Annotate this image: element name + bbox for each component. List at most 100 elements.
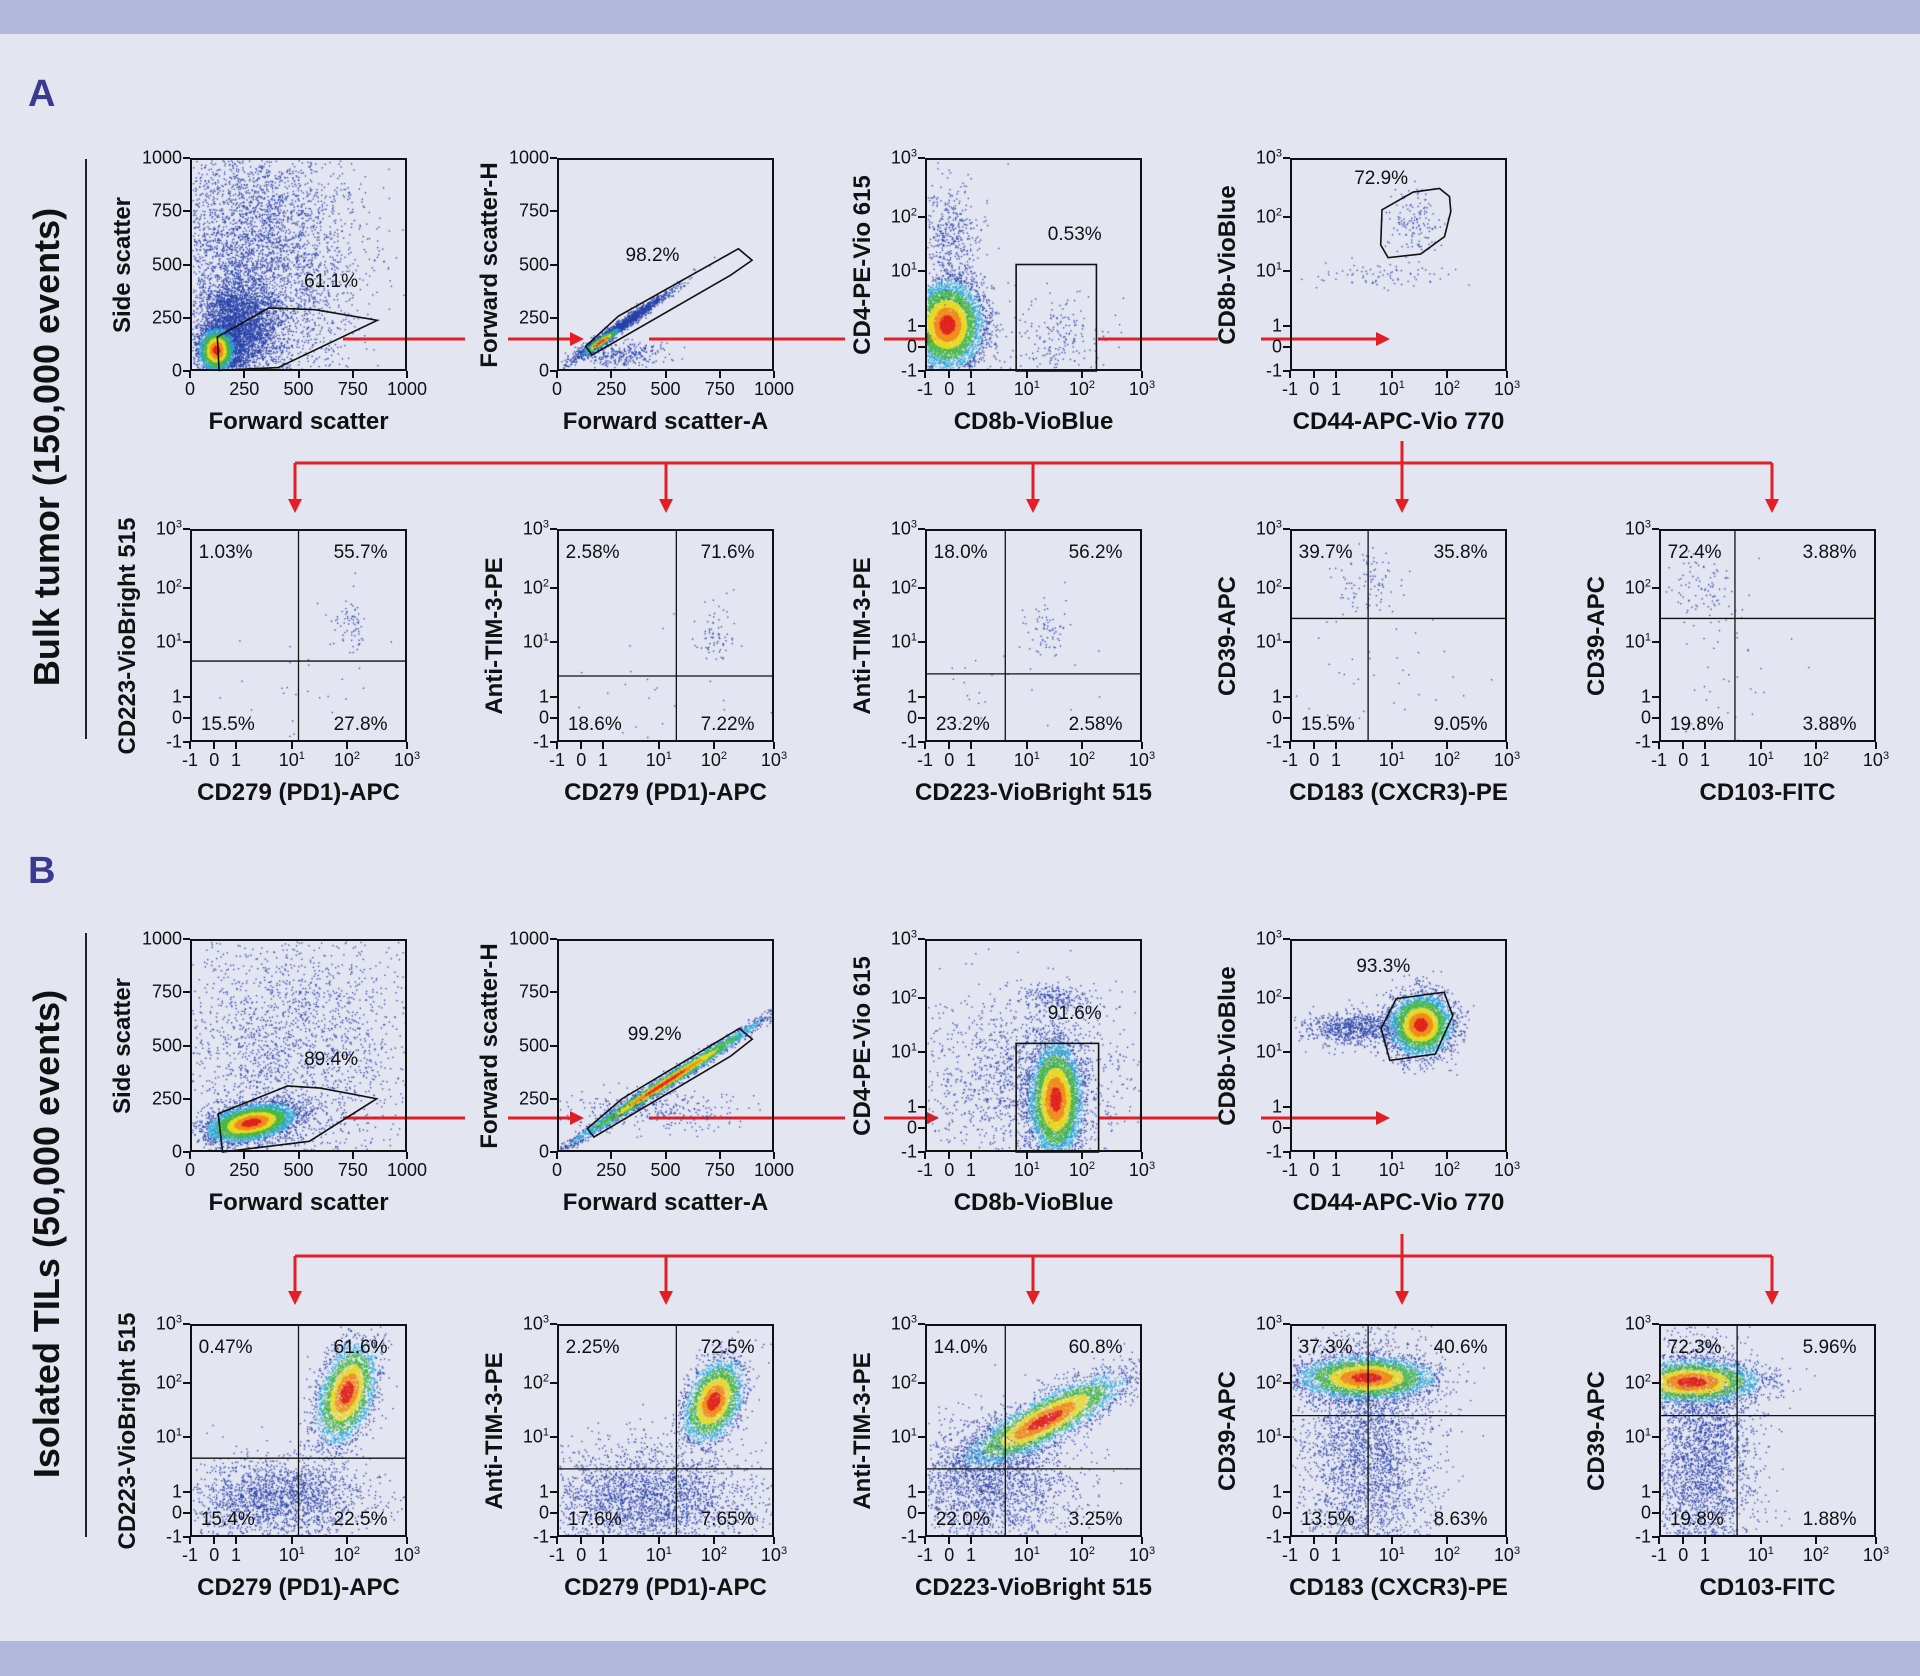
y-tick-mark: [183, 1097, 190, 1100]
x-tick-mark: [1445, 371, 1448, 378]
event-density-cloud: [1290, 529, 1507, 742]
y-tick-mark: [183, 1151, 190, 1153]
gate-overlay: [557, 1324, 774, 1537]
quadrant-pct-bottom-left: 15.5%: [200, 713, 255, 735]
y-tick-mark: [550, 316, 557, 319]
quadrant-pct-top-right: 3.88%: [1802, 541, 1857, 563]
quadrant-pct-top-left: 72.3%: [1667, 1336, 1722, 1358]
y-tick-label: 1: [1271, 315, 1282, 336]
y-tick-label: 103: [890, 518, 917, 539]
y-tick-mark: [1283, 1051, 1290, 1054]
y-tick-label: 101: [890, 1426, 917, 1447]
quadrant-pct-top-right: 60.8%: [1068, 1336, 1123, 1358]
x-tick-label: 0: [1678, 750, 1689, 770]
y-tick-mark: [1283, 346, 1290, 349]
x-tick-mark: [1445, 1537, 1448, 1544]
flow-plot: 91.6% -1 0 1 101 102 103 -1 0 1 101 102 103 CD8b-VioB…: [849, 929, 1155, 1217]
gate-overlay: [557, 529, 774, 742]
y-tick-mark: [1283, 1512, 1290, 1515]
x-tick-mark: [924, 371, 926, 378]
x-tick-mark: [1390, 1537, 1393, 1544]
x-tick-mark: [664, 371, 667, 378]
x-tick-label: 101: [645, 750, 672, 770]
y-tick-mark: [1283, 270, 1290, 273]
y-axis-label: Anti-TIM-3-PE: [481, 556, 508, 715]
y-tick-mark: [1283, 157, 1290, 159]
x-tick-mark: [1025, 371, 1028, 378]
x-tick-label: 103: [1493, 379, 1521, 399]
x-tick-label: 750: [337, 379, 368, 399]
y-tick-label: 1: [1271, 686, 1282, 707]
y-tick-mark: [550, 263, 557, 266]
x-axis-label: Forward scatter-A: [562, 1189, 769, 1216]
x-tick-label: 101: [645, 1545, 672, 1565]
y-tick-label: 1: [906, 1481, 917, 1502]
arrow-head-down-icon: [1026, 499, 1040, 513]
arrow-head-down-icon: [1765, 1291, 1779, 1305]
y-tick-label: 101: [890, 631, 917, 652]
y-tick-label: 102: [1624, 1372, 1651, 1393]
x-axis-label: CD8b-VioBlue: [953, 1189, 1114, 1216]
y-tick-label: 1: [1271, 1481, 1282, 1502]
y-tick-mark: [918, 717, 925, 720]
quadrant-pct-top-right: 55.7%: [333, 541, 388, 563]
polygon-gate[interactable]: [584, 247, 754, 357]
quadrant-pct-top-right: 56.2%: [1068, 541, 1123, 563]
y-tick-label: 103: [890, 147, 917, 168]
x-tick-label: 1: [1330, 1545, 1342, 1565]
quadrant-pct-bottom-left: 13.5%: [1300, 1508, 1355, 1530]
y-tick-mark: [550, 717, 557, 720]
y-tick-mark: [1283, 997, 1290, 999]
polygon-gate[interactable]: [1379, 187, 1452, 259]
event-density-cloud: [190, 158, 407, 371]
top-band: [0, 0, 1920, 34]
y-tick-mark: [1283, 717, 1290, 720]
quadrant-pct-top-right: 40.6%: [1433, 1336, 1488, 1358]
polygon-gate[interactable]: [217, 1085, 379, 1153]
x-axis-label: CD279 (PD1)-APC: [197, 1574, 400, 1601]
flow-plot: 0.53% -1 0 1 101 102 103 -1 0 1 101 102 103 CD8b-VioB…: [849, 148, 1155, 436]
y-axis-label: Anti-TIM-3-PE: [481, 1351, 508, 1510]
y-tick-mark: [183, 938, 190, 940]
quadrant-pct-bottom-right: 8.63%: [1433, 1508, 1488, 1530]
y-tick-mark: [918, 1382, 925, 1384]
quadrant-pct-bottom-right: 3.88%: [1802, 713, 1857, 735]
y-tick-label: 102: [155, 577, 182, 598]
x-tick-mark: [406, 1152, 408, 1159]
x-tick-mark: [1313, 371, 1316, 378]
x-tick-label: 1: [965, 1545, 977, 1565]
x-tick-label: 500: [283, 379, 314, 399]
rectangle-gate[interactable]: [1015, 263, 1098, 372]
plot-frame: [557, 939, 774, 1152]
row-divider-a: [85, 159, 87, 739]
flow-plot: 2.58% 71.6% 18.6% 7.22% -1 0 1 101 102 103 -1 0 1 101…: [481, 519, 787, 807]
y-tick-mark: [918, 695, 925, 698]
y-tick-label: 0: [538, 1502, 549, 1523]
rectangle-gate[interactable]: [1015, 1042, 1100, 1153]
x-tick-mark: [948, 1537, 951, 1544]
x-tick-label: 103: [760, 1545, 788, 1565]
y-tick-label: -1: [900, 1141, 917, 1162]
x-tick-label: 1: [1330, 750, 1342, 770]
y-tick-label: 103: [1255, 147, 1282, 168]
polygon-gate[interactable]: [1380, 991, 1454, 1062]
flow-plot: 72.4% 3.88% 19.8% 3.88% -1 0 1 101 102 103 -1 0 1 101…: [1583, 519, 1889, 807]
x-tick-mark: [213, 1537, 216, 1544]
gate-overlay: [925, 529, 1142, 742]
y-tick-mark: [550, 991, 557, 994]
x-tick-label: 0: [209, 1545, 220, 1565]
x-tick-mark: [189, 1537, 191, 1544]
y-tick-label: 0: [538, 360, 549, 381]
y-tick-label: 750: [518, 200, 549, 221]
x-tick-label: 0: [209, 750, 220, 770]
y-axis-label: Anti-TIM-3-PE: [849, 1351, 876, 1510]
gate-overlay: [586, 1027, 754, 1139]
y-tick-mark: [918, 741, 925, 743]
y-axis-label: CD39-APC: [1583, 575, 1610, 696]
arrow-head-down-icon: [288, 499, 302, 513]
quadrant-pct-top-right: 5.96%: [1802, 1336, 1857, 1358]
x-tick-label: 0: [184, 379, 196, 399]
x-tick-label: 101: [1378, 1160, 1405, 1180]
x-tick-label: -1: [916, 1160, 934, 1180]
polygon-gate[interactable]: [586, 1027, 754, 1139]
